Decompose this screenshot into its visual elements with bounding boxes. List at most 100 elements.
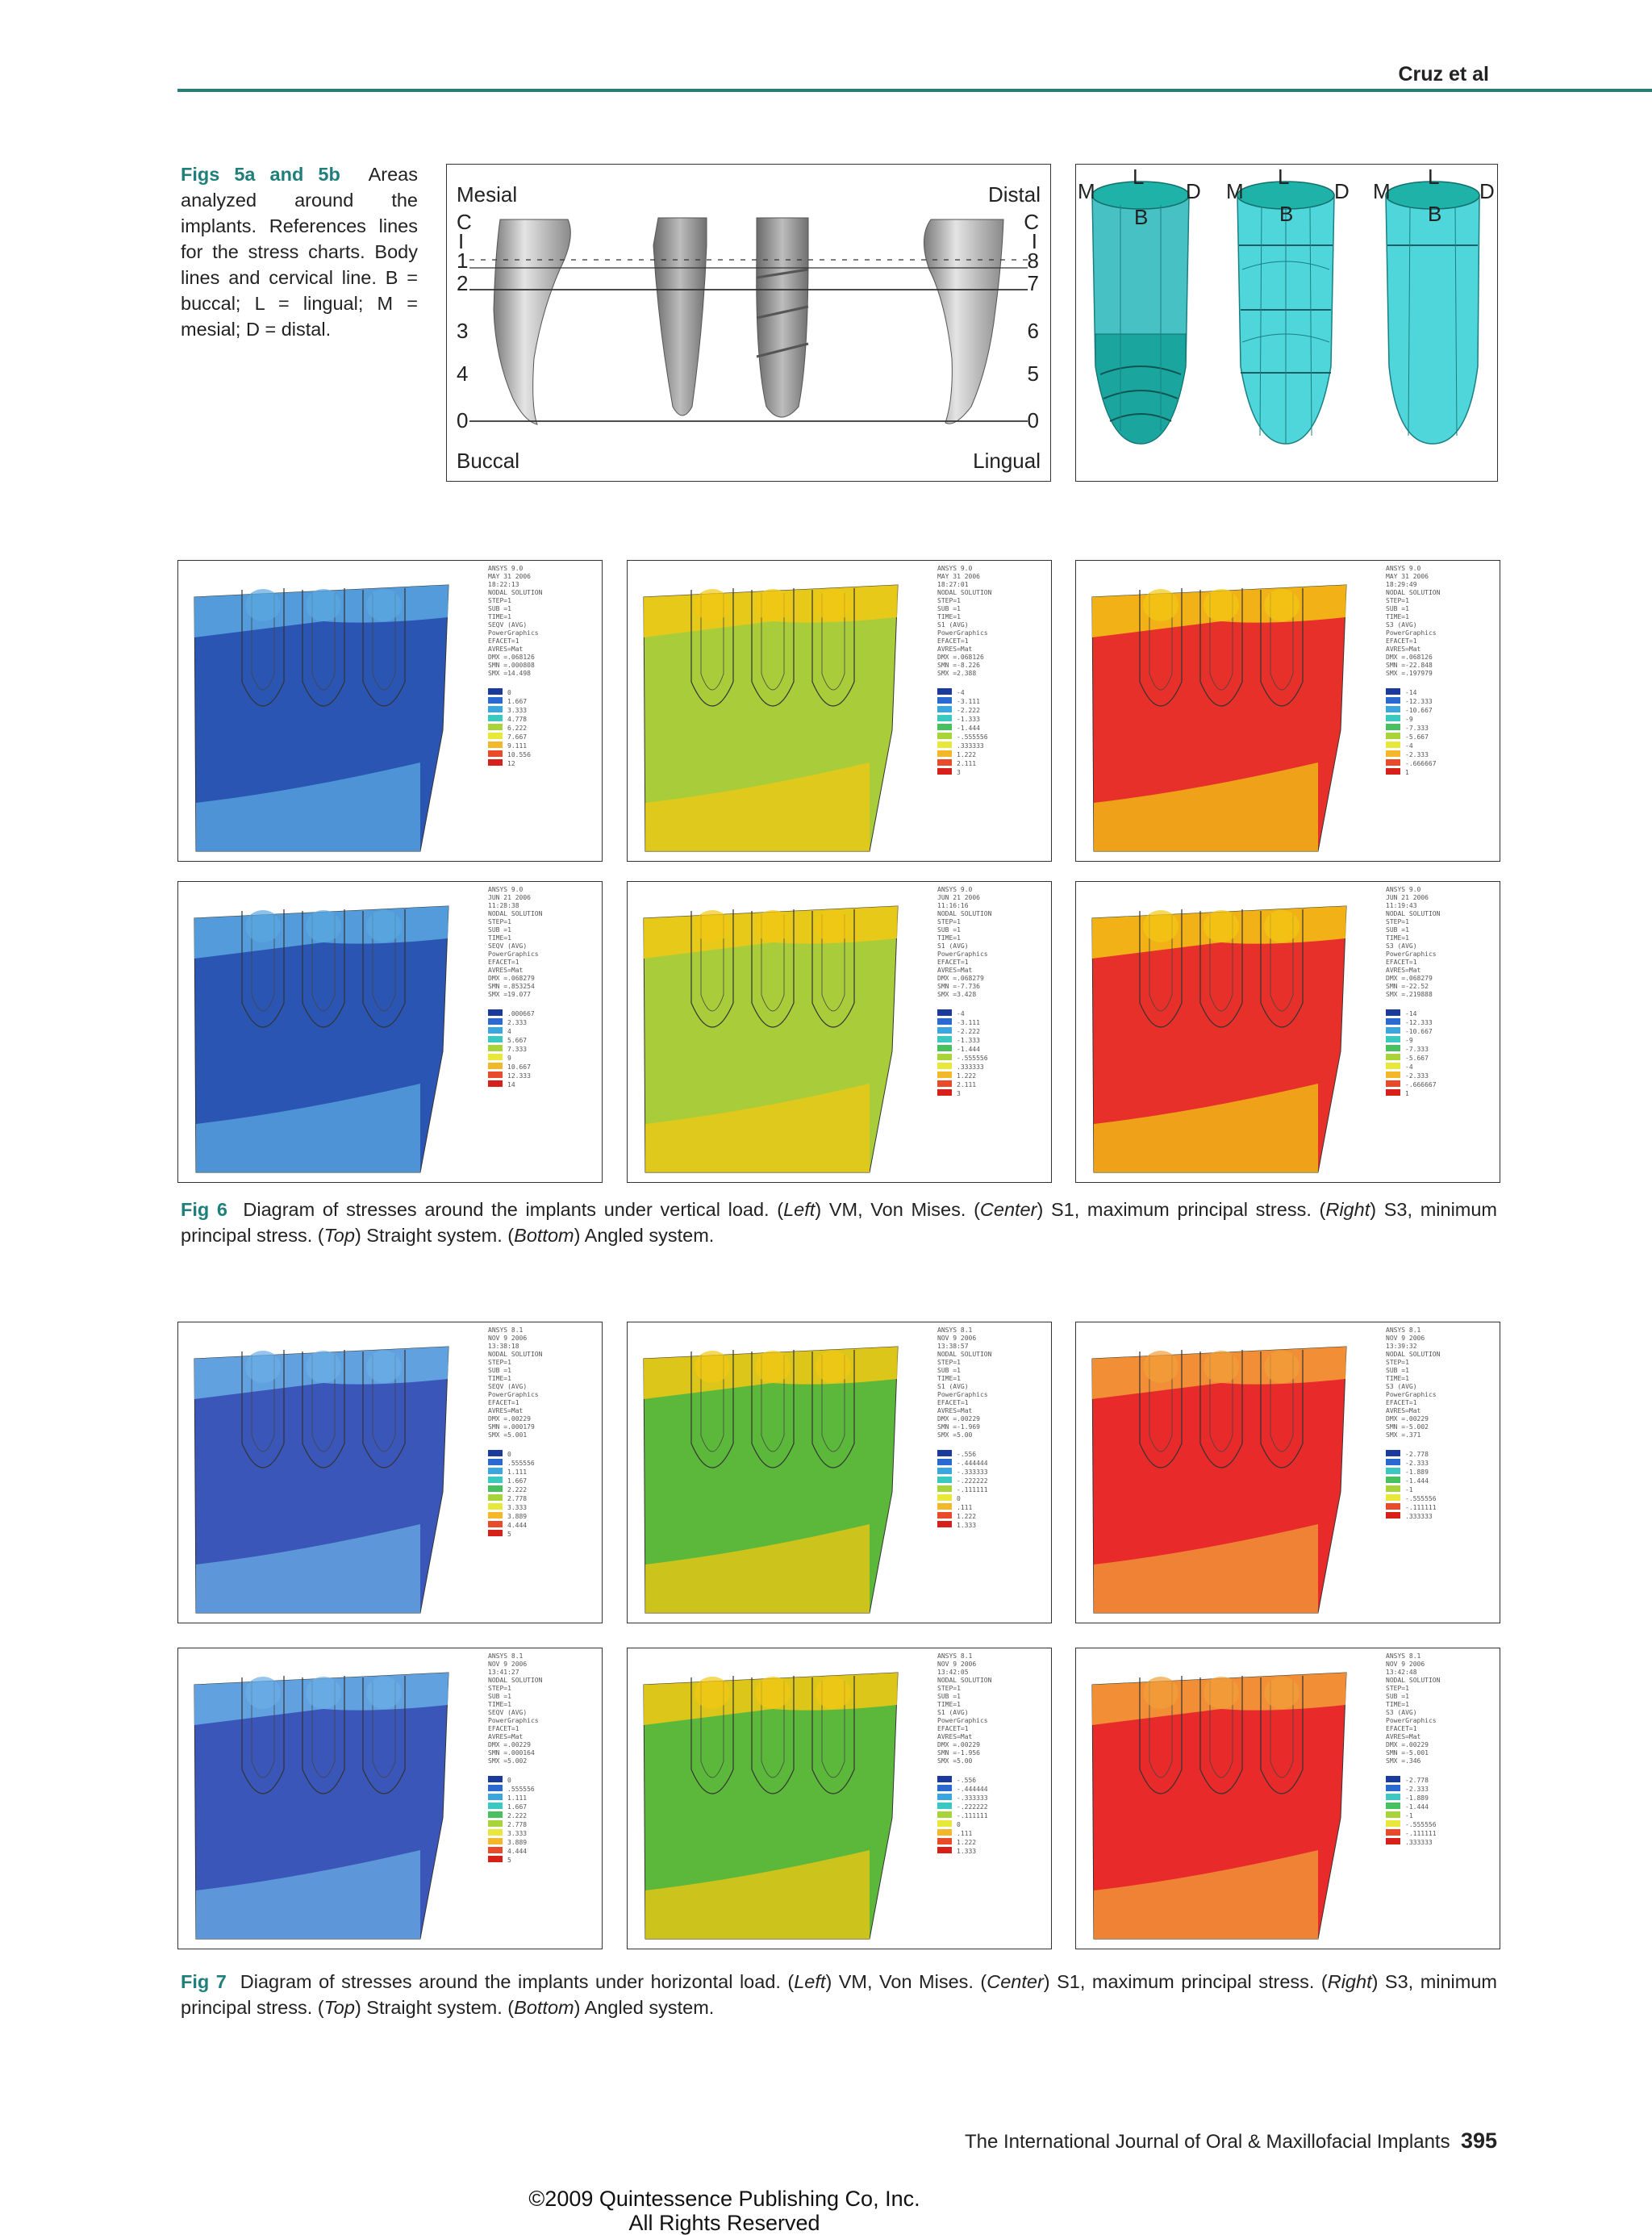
implant-neck-stress (1264, 589, 1299, 621)
legend-header-line: 11:28:38 (488, 902, 519, 909)
ref-label-left-i: I (458, 229, 464, 253)
legend-value: -.444444 (957, 1786, 988, 1793)
legend-header-line: STEP=1 (488, 1359, 511, 1366)
implant-inner-outline (311, 1681, 336, 1778)
legend-swatch (488, 724, 503, 730)
implant-inner-outline (1149, 1681, 1173, 1778)
legend-header-line: SMX =.197979 (1386, 670, 1433, 677)
legend-header-line: DMX =.00229 (937, 1741, 980, 1748)
legend-header-line: DMX =.068126 (937, 654, 984, 661)
fig6-caption-part: Top (323, 1225, 355, 1246)
implant-outline (1139, 1350, 1183, 1468)
lower-stress-band (645, 1084, 870, 1172)
implant-neck-stress (816, 589, 851, 621)
legend-header-line: S1 (AVG) (937, 1383, 969, 1390)
implant-inner-outline (821, 593, 845, 691)
legend-value: -.555556 (957, 733, 988, 741)
legend-swatch (1386, 1829, 1400, 1836)
implant-neck-stress (1143, 1677, 1179, 1709)
legend-header-line: PowerGraphics (488, 1391, 539, 1398)
fig6-top-center-stress-map: ANSYS 9.0 MAY 31 2006 18:27:01 NODAL SOLUTI… (627, 560, 1052, 862)
legend-value: -.555556 (1405, 1821, 1437, 1828)
legend-swatch (937, 1794, 952, 1800)
legend-value: 0 (507, 689, 511, 696)
implant-outline (690, 588, 734, 707)
legend-swatch (488, 715, 503, 721)
legend-swatch (937, 1459, 952, 1465)
legend-swatch (937, 724, 952, 730)
legend-header-line: SMX =.219888 (1386, 991, 1433, 998)
legend-header-line: SEQV (AVG) (488, 942, 527, 950)
implant-neck-stress (366, 1351, 402, 1383)
legend-header-line: STEP=1 (937, 918, 961, 925)
legend-swatch (488, 1072, 503, 1078)
legend-value: 2.778 (507, 1495, 527, 1502)
fig7-top-right-stress-map: ANSYS 8.1 NOV 9 2006 13:39:32 NODAL SOLUTIO… (1075, 1322, 1500, 1623)
legend-value: 2.333 (507, 1019, 527, 1026)
implant-outline (1260, 588, 1304, 707)
fig5-label: Figs 5a and 5b (181, 164, 340, 185)
legend-swatch (1386, 1485, 1400, 1492)
implant-outline (690, 1676, 734, 1794)
legend-swatch (488, 750, 503, 757)
lower-stress-band (196, 1084, 420, 1172)
implant-inner-outline (700, 1681, 724, 1778)
legend-header-line: MAY 31 2006 (937, 573, 980, 580)
legend-header-line: PowerGraphics (937, 629, 988, 637)
implant-outline (690, 909, 734, 1028)
implant-outline (811, 1350, 855, 1468)
legend-header-line: DMX =.068126 (1386, 654, 1433, 661)
legend-value: .000667 (507, 1010, 535, 1017)
legend-header-line: STEP=1 (1386, 1685, 1409, 1692)
legend-header-line: SMX =.371 (1386, 1431, 1421, 1439)
legend-swatch (1386, 1820, 1400, 1827)
legend-header-line: NODAL SOLUTION (488, 1351, 543, 1358)
ref-label-right-8: 8 (1028, 249, 1039, 273)
legend-header-line: S3 (AVG) (1386, 1709, 1417, 1716)
legend-header-line: ANSYS 8.1 (1386, 1326, 1421, 1334)
implant-inner-outline (372, 1681, 396, 1778)
implant-outline (811, 909, 855, 1028)
left-reference-labels: C I 1 2 3 4 0 (457, 210, 472, 432)
legend-header-line: SMN =-22.848 (1386, 662, 1433, 669)
legend-header-line: TIME=1 (1386, 613, 1409, 620)
legend-swatch (1386, 1794, 1400, 1800)
legend-value: -9 (1405, 716, 1413, 723)
legend-header-line: NOV 9 2006 (488, 1335, 527, 1342)
implant-neck-stress (366, 1677, 402, 1709)
fig7-caption-part: ) Angled system. (574, 1997, 715, 2018)
legend-header-line: AVRES=Mat (937, 1733, 973, 1740)
legend-value: 1.111 (507, 1794, 527, 1802)
legend-swatch (488, 1794, 503, 1800)
legend-header-line: SMX =19.077 (488, 991, 531, 998)
legend-swatch (937, 1054, 952, 1060)
implant-neck-stress (306, 1677, 341, 1709)
legend-value: 3.333 (507, 707, 527, 714)
fig7-bottom-left-stress-map: ANSYS 8.1 NOV 9 2006 13:41:27 NODAL SOLUTIO… (177, 1648, 603, 1949)
legend-swatch (488, 759, 503, 766)
implant-neck-stress (1204, 910, 1239, 942)
legend-header-line: TIME=1 (488, 1701, 511, 1708)
legend-value: .333333 (957, 742, 984, 750)
legend-value: -2.333 (1405, 751, 1429, 758)
legend-value: -1.889 (1405, 1794, 1429, 1802)
legend-swatch (488, 1450, 503, 1456)
lower-stress-band (645, 762, 870, 851)
legend-header-line: EFACET=1 (488, 1399, 519, 1406)
legend-swatch (488, 1820, 503, 1827)
legend-value: 2.111 (957, 760, 976, 767)
implant-neck-stress (366, 589, 402, 621)
fig6-caption-part: ) S3, minimum principal stress. ( (181, 1199, 1498, 1246)
implant-outline (751, 1350, 795, 1468)
legend-header-line: STEP=1 (1386, 597, 1409, 604)
legend-value: 0 (957, 1495, 961, 1502)
implant-neck-stress (306, 910, 341, 942)
implant-neck-stress (1204, 589, 1239, 621)
legend-value: 4.778 (507, 716, 527, 723)
copyright: ©2009 Quintessence Publishing Co, Inc. A… (0, 2187, 1449, 2235)
legend-header-line: SMN =-7.736 (937, 983, 980, 990)
legend-header-line: JUN 21 2006 (937, 894, 980, 901)
